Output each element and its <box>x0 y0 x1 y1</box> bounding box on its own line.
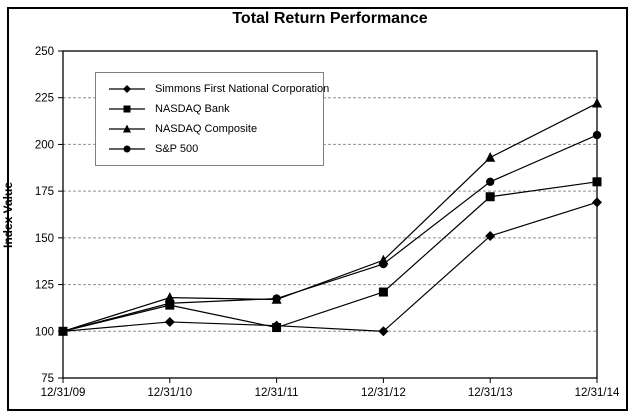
series-line-diamond <box>62 201 598 332</box>
y-tick-label: 250 <box>35 46 54 58</box>
data-point-circle <box>379 259 388 269</box>
data-point-diamond <box>164 316 175 327</box>
data-point-diamond <box>592 197 602 208</box>
x-tick-label: 12/31/12 <box>361 387 406 399</box>
x-tick-label: 12/31/11 <box>255 387 299 399</box>
data-point-triangle <box>164 292 175 302</box>
chart-title: Total Return Performance <box>232 10 428 27</box>
legend-label: NASDAQ Composite <box>155 123 258 135</box>
legend-label: NASDAQ Bank <box>155 103 230 115</box>
legend-label: S&P 500 <box>155 143 199 155</box>
data-point-circle <box>272 294 281 303</box>
legend-marker-square-icon <box>109 105 145 113</box>
legend-item: NASDAQ Composite <box>108 120 323 138</box>
legend-marker-diamond-icon <box>109 85 145 93</box>
legend-circle-glyph <box>123 145 131 153</box>
legend-item: NASDAQ Bank <box>108 100 323 118</box>
data-point-square <box>378 287 388 297</box>
x-tick-label: 12/31/13 <box>468 387 513 399</box>
y-tick-label: 150 <box>35 233 54 245</box>
legend-marker-circle-icon <box>109 145 145 153</box>
x-tick-label: 12/31/10 <box>147 387 192 399</box>
data-point-circle <box>592 130 602 140</box>
x-tick-label: 12/31/09 <box>41 387 86 399</box>
series-line-square <box>62 181 598 332</box>
legend-item: Simmons First National Corporation <box>108 80 329 98</box>
plot-border <box>62 50 598 379</box>
data-point-square <box>165 300 175 310</box>
data-point-diamond <box>485 230 496 241</box>
series-line-triangle <box>62 102 598 332</box>
y-tick-label: 100 <box>35 326 54 338</box>
legend-label: Simmons First National Corporation <box>155 83 330 95</box>
data-point-square <box>485 192 495 202</box>
data-point-triangle <box>592 97 602 108</box>
data-point-square <box>58 326 68 336</box>
data-point-triangle <box>485 152 496 162</box>
y-tick-label: 75 <box>41 373 54 385</box>
legend-diamond-glyph <box>123 85 131 93</box>
data-point-square <box>272 323 282 333</box>
data-point-circle <box>486 177 495 186</box>
legend-item: S&P 500 <box>108 140 323 158</box>
y-tick-label: 175 <box>35 186 54 198</box>
y-tick-label: 200 <box>35 139 54 151</box>
legend-marker-triangle-icon <box>109 124 145 133</box>
legend: Simmons First National Corporation NASDA… <box>95 72 329 166</box>
series-line-circle <box>62 134 598 332</box>
y-tick-label: 125 <box>35 280 54 292</box>
y-tick-label: 225 <box>35 93 54 105</box>
data-point-diamond <box>378 326 389 337</box>
legend-triangle-glyph <box>123 124 131 133</box>
data-point-square <box>592 177 602 187</box>
x-tick-label: 12/31/14 <box>575 387 620 399</box>
legend-square-glyph <box>123 105 131 113</box>
